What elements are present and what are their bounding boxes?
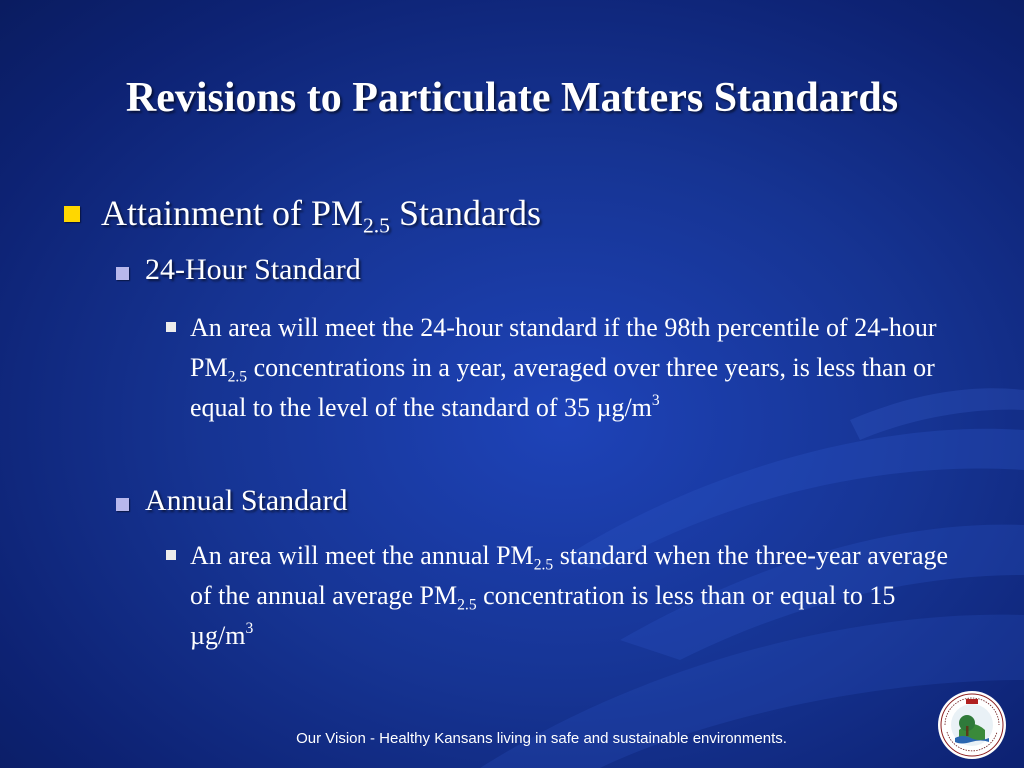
subbullet-24-hour: 24-Hour Standard xyxy=(116,253,361,287)
detail-24-hour-text: An area will meet the 24-hour standard i… xyxy=(190,313,937,422)
detail-annual: An area will meet the annual PM2.5 stand… xyxy=(166,536,956,656)
slide-title: Revisions to Particulate Matters Standar… xyxy=(125,75,899,121)
detail-annual-text: An area will meet the annual PM2.5 stand… xyxy=(190,541,949,650)
bullet-attainment-text: Attainment of PM2.5 Standards xyxy=(101,193,541,238)
detail-24-hour: An area will meet the 24-hour standard i… xyxy=(166,308,956,428)
footer-vision: Our Vision - Healthy Kansans living in s… xyxy=(296,730,787,747)
subbullet-annual: Annual Standard xyxy=(116,484,347,518)
square-bullet-icon xyxy=(116,498,129,511)
square-bullet-icon xyxy=(64,206,80,222)
bullet-attainment: Attainment of PM2.5 Standards xyxy=(64,192,541,238)
subbullet-24-hour-heading: 24-Hour Standard xyxy=(145,253,361,286)
subbullet-annual-heading: Annual Standard xyxy=(145,484,348,517)
kdhe-seal-icon xyxy=(938,691,1006,759)
square-bullet-icon xyxy=(166,550,176,560)
square-bullet-icon xyxy=(116,267,129,280)
square-bullet-icon xyxy=(166,322,176,332)
